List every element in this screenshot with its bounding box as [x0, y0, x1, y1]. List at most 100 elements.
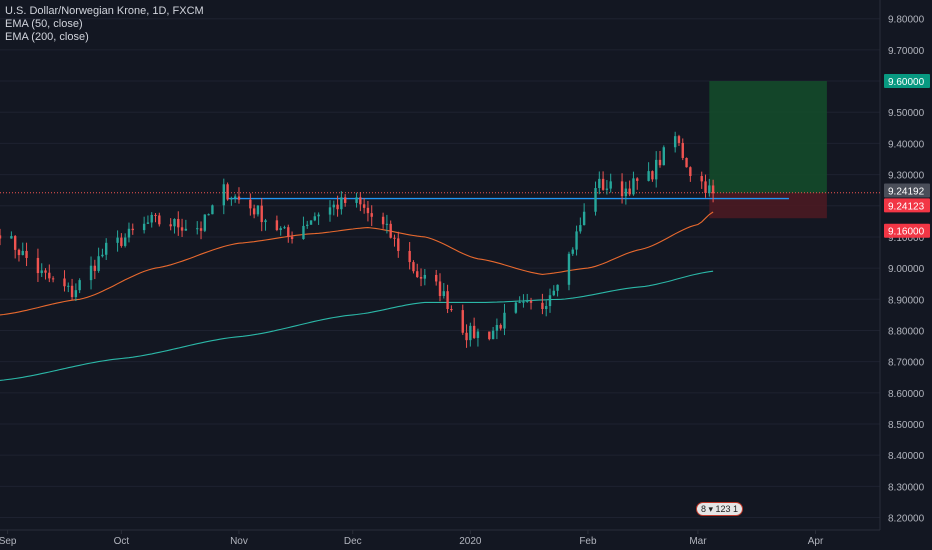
candle-body — [146, 222, 150, 224]
entry-price-label: 9.24123 — [888, 201, 925, 212]
candle-body — [222, 184, 225, 206]
candle-body — [488, 331, 491, 340]
candle-body — [416, 271, 419, 277]
candle-body — [548, 295, 552, 307]
candle-body — [127, 228, 131, 238]
candle-body — [233, 196, 237, 199]
grid — [0, 18, 880, 519]
candle-body — [63, 278, 66, 287]
price-tick-label: 9.00000 — [888, 264, 925, 275]
candle-body — [476, 331, 480, 338]
candle-body — [340, 197, 343, 210]
candle-body — [472, 325, 476, 338]
candle-body — [173, 218, 176, 227]
candle-body — [518, 302, 521, 304]
candle-body — [203, 214, 207, 231]
price-tick-label: 9.40000 — [888, 139, 925, 150]
candle-body — [465, 332, 468, 341]
candle-body — [67, 285, 70, 287]
candle-body — [601, 178, 605, 190]
price-tick-label: 8.20000 — [888, 514, 925, 525]
candle-body — [150, 214, 153, 223]
candle-body — [44, 270, 47, 273]
candle-body — [48, 272, 51, 279]
candle-body — [336, 204, 339, 210]
candle-body — [359, 197, 362, 205]
candle-body — [522, 301, 525, 303]
ema50-legend[interactable]: EMA (50, close) — [5, 18, 83, 30]
candle-body — [423, 274, 427, 279]
candle-body — [700, 176, 703, 182]
price-tick-label: 9.50000 — [888, 108, 925, 119]
candle-body — [154, 214, 157, 216]
current-price-label-bg — [884, 183, 930, 198]
candle-body — [708, 185, 711, 193]
candle-body — [662, 147, 665, 166]
candle-body — [123, 237, 127, 246]
candle-body — [393, 237, 396, 239]
ema50-line — [0, 211, 714, 316]
candle-body — [97, 256, 100, 271]
candle-body — [491, 330, 495, 340]
candle-body — [609, 181, 612, 189]
candle-body — [93, 265, 97, 271]
candle-body — [526, 300, 529, 302]
candle-body — [362, 204, 366, 208]
candles — [0, 131, 715, 348]
candle-body — [450, 308, 453, 311]
candle-body — [685, 157, 688, 168]
candle-body — [355, 197, 358, 203]
candle-body — [78, 280, 81, 291]
stop-zone — [709, 192, 827, 219]
symbol-title[interactable]: U.S. Dollar/Norwegian Krone, 1D, FXCM — [5, 5, 204, 17]
candle-body — [704, 181, 707, 193]
candle-body — [302, 225, 305, 240]
candle-body — [366, 207, 370, 214]
candle-body — [689, 167, 692, 177]
candle-body — [651, 171, 654, 180]
candle-body — [628, 188, 631, 195]
candle-body — [620, 181, 624, 197]
candle-body — [287, 227, 290, 237]
candle-body — [25, 250, 28, 258]
candle-body — [389, 223, 392, 238]
candle-body — [184, 228, 188, 231]
price-tick-label: 8.90000 — [888, 295, 925, 306]
candle-body — [673, 136, 677, 148]
candle-body — [313, 216, 317, 221]
candle-body — [582, 211, 586, 226]
candle-body — [571, 249, 574, 254]
candle-body — [343, 197, 347, 203]
candle-body — [567, 253, 571, 285]
candle-body — [711, 185, 715, 194]
price-tick-label: 9.30000 — [888, 171, 925, 182]
candle-body — [101, 254, 104, 257]
candle-body — [328, 207, 332, 215]
candle-body — [461, 310, 464, 333]
candle-body — [370, 213, 373, 217]
candle-body — [632, 178, 635, 195]
stop-price-label: 9.16000 — [888, 227, 925, 238]
candle-body — [180, 227, 184, 231]
price-tick-label: 8.50000 — [888, 420, 925, 431]
candle-body — [408, 250, 411, 263]
price-tick-label: 8.30000 — [888, 482, 925, 493]
price-tick-label: 9.80000 — [888, 15, 925, 26]
candle-body — [131, 228, 134, 231]
candle-body — [36, 257, 40, 274]
candle-body — [419, 276, 423, 279]
time-tick-label: Apr — [808, 536, 824, 547]
candle-body — [541, 302, 544, 310]
ema200-legend[interactable]: EMA (200, close) — [5, 31, 89, 43]
price-tick-label: 8.80000 — [888, 326, 925, 337]
candle-body — [309, 220, 313, 225]
events-badge[interactable]: 8 ▾ 123 1 — [696, 502, 744, 516]
candle-body — [658, 159, 662, 166]
ema200-line — [0, 270, 714, 381]
entry-price-label-bg — [884, 198, 930, 213]
candle-body — [435, 274, 438, 282]
stop-price-label-bg — [884, 223, 930, 238]
price-tick-label: 8.70000 — [888, 358, 925, 369]
